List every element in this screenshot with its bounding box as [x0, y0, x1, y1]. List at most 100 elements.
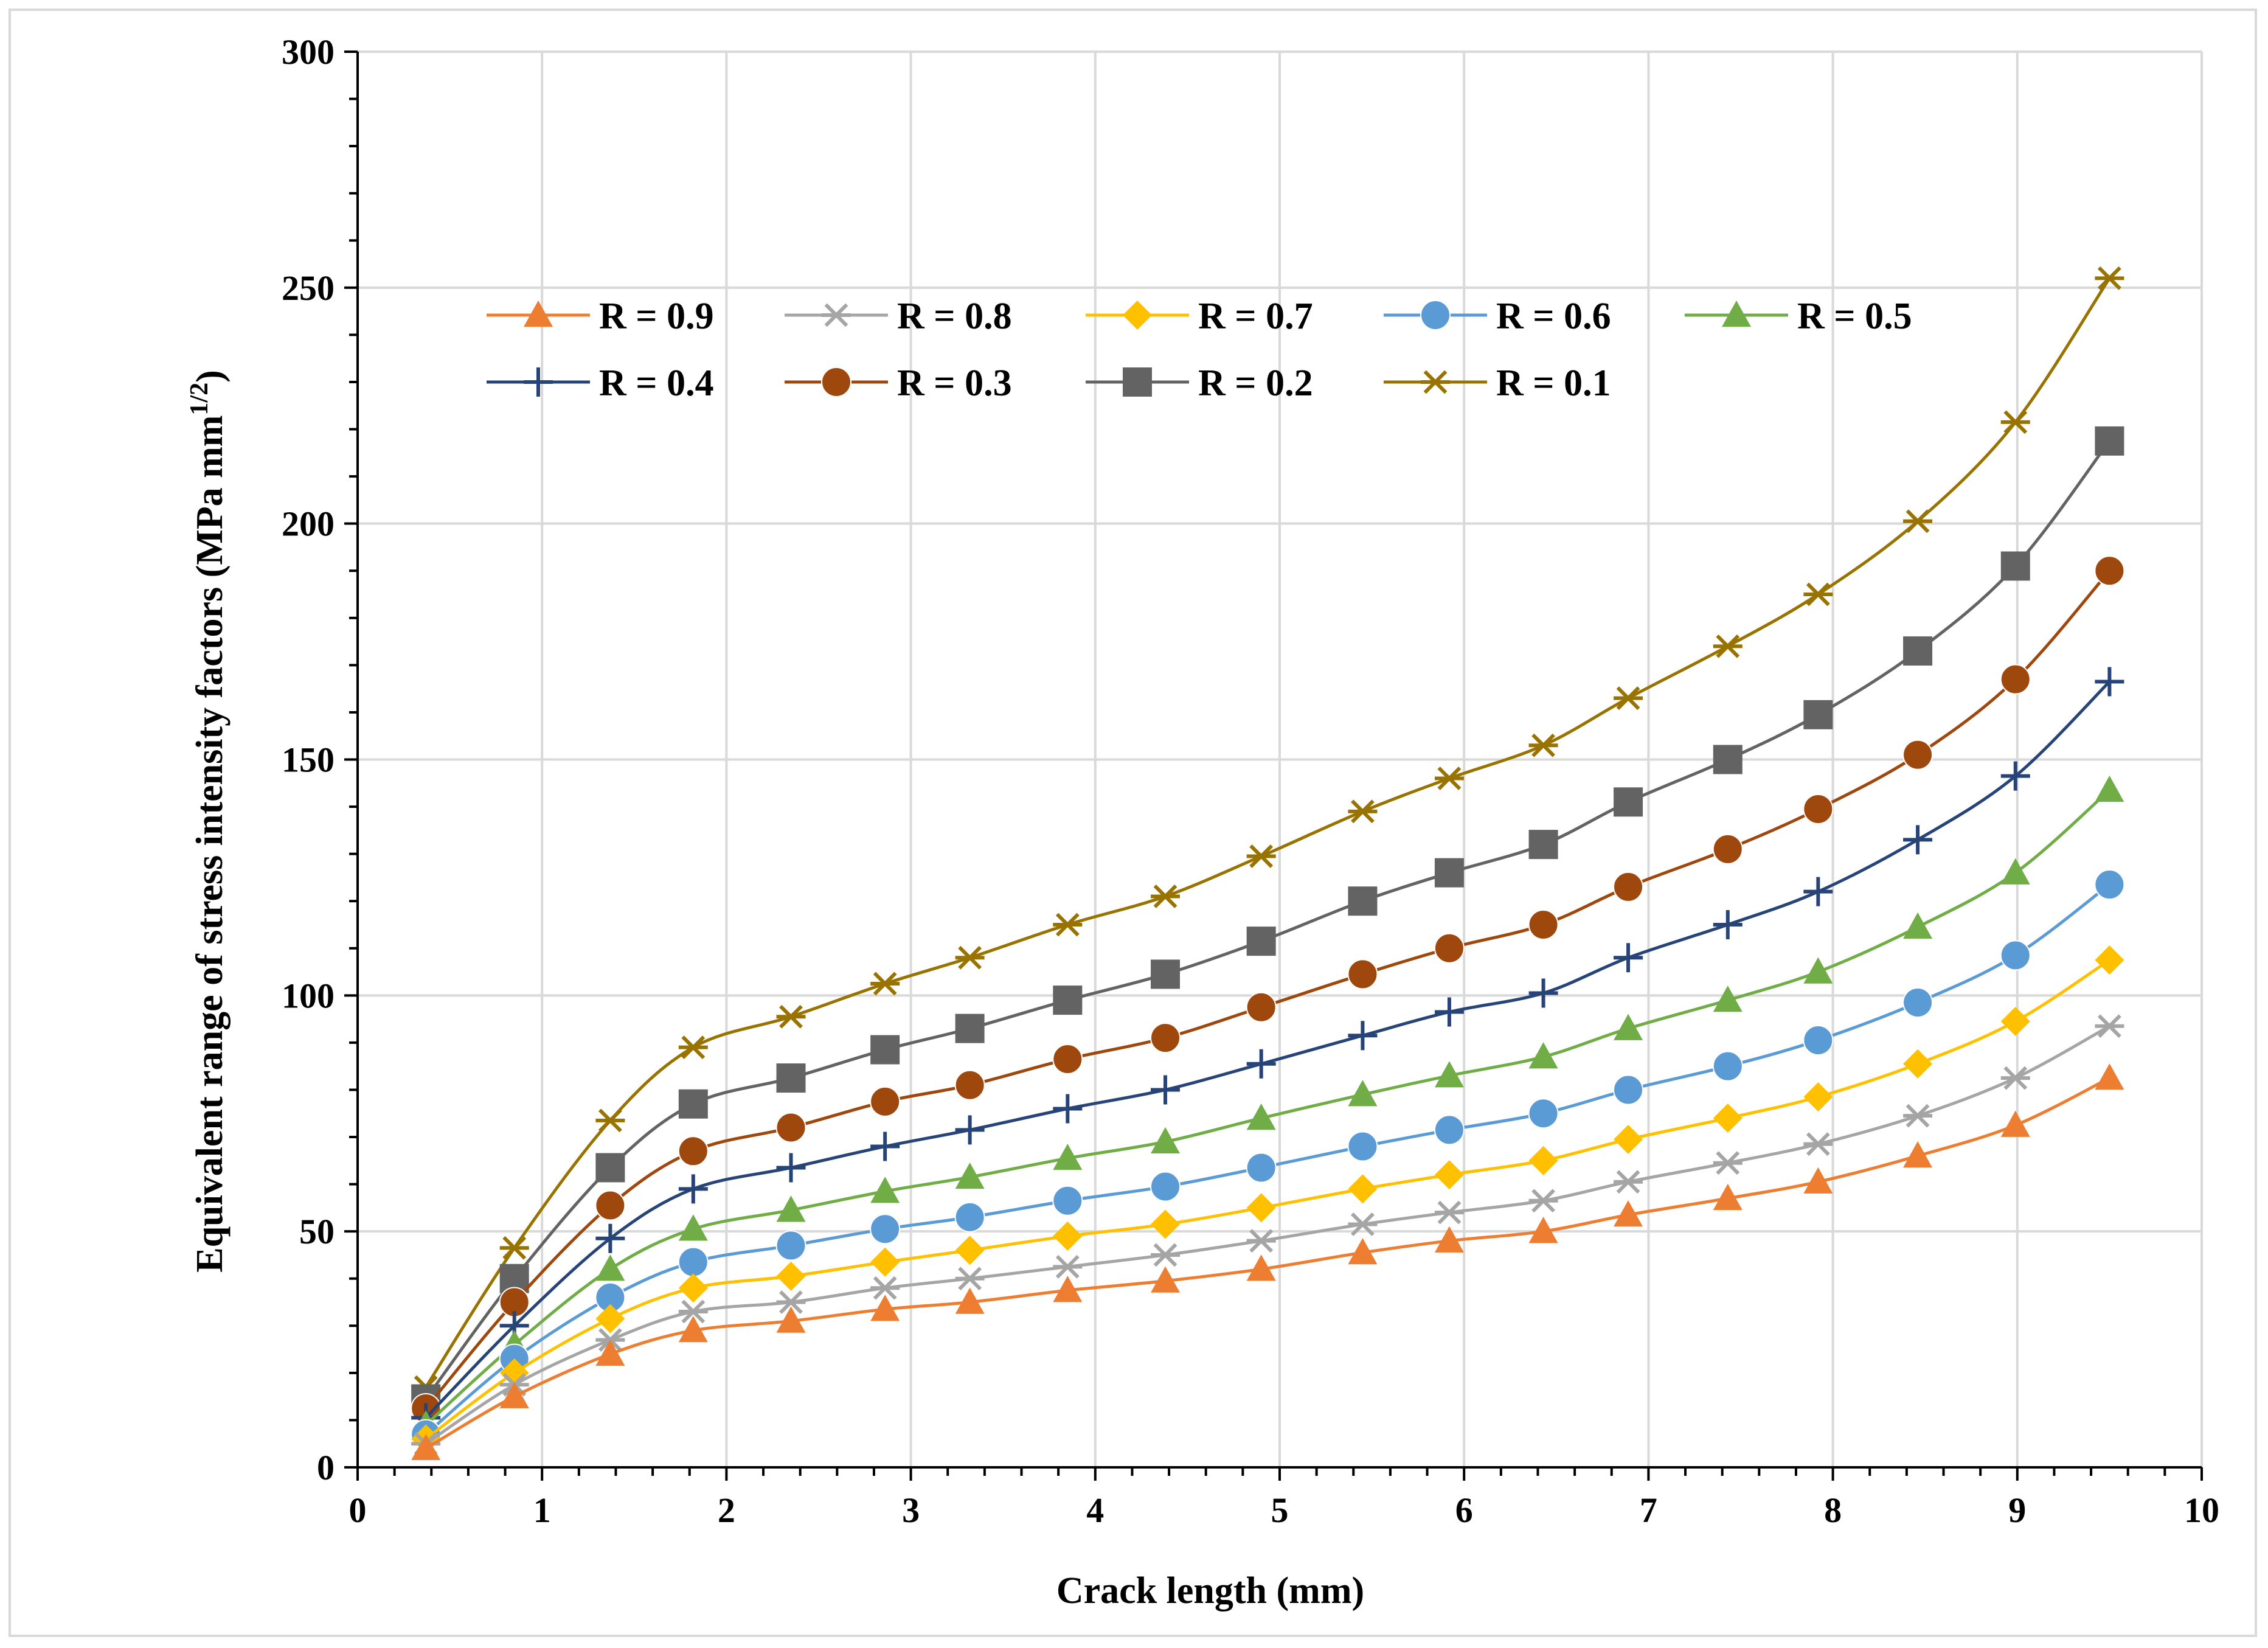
data-point-circle	[1613, 1074, 1644, 1105]
x-tick-label: 7	[1640, 1490, 1657, 1530]
data-point-triangle	[1246, 1254, 1276, 1281]
series-0.3	[411, 555, 2125, 1424]
series-line	[425, 440, 2111, 1400]
series-line	[425, 277, 2111, 1388]
data-point-asterisk	[1903, 509, 1933, 534]
data-point-plus	[524, 367, 553, 397]
data-point-triangle	[1348, 1080, 1378, 1107]
legend-item: R = 0.3	[785, 363, 1012, 404]
data-point-circle	[678, 1136, 709, 1167]
data-point-triangle	[1903, 1141, 1933, 1168]
legend-label: R = 0.3	[897, 363, 1012, 404]
data-point-plus	[870, 1132, 900, 1161]
data-point-diamond	[1528, 1146, 1558, 1175]
data-point-triangle	[524, 301, 553, 327]
data-point-square	[678, 1089, 708, 1119]
legend-item: R = 0.8	[785, 296, 1012, 337]
data-point-square	[1903, 636, 1933, 666]
data-point-diamond	[776, 1261, 806, 1291]
data-point-asterisk	[870, 972, 900, 996]
data-point-square	[2000, 551, 2030, 581]
data-point-circle	[1803, 793, 1834, 824]
data-point-square	[1434, 858, 1464, 888]
data-point-plus	[1246, 1049, 1276, 1079]
data-point-triangle	[1722, 301, 1751, 327]
data-point-triangle	[1151, 1127, 1181, 1153]
data-point-triangle	[1053, 1143, 1083, 1170]
data-point-triangle	[1903, 912, 1933, 939]
data-point-circle	[1150, 1023, 1181, 1054]
data-point-asterisk	[955, 945, 985, 970]
data-point-square	[1713, 745, 1743, 774]
legend-item: R = 0.9	[487, 296, 714, 337]
data-point-square	[1151, 959, 1181, 989]
series-line	[425, 569, 2111, 1410]
data-point-triangle	[776, 1195, 806, 1222]
legend-label: R = 0.9	[599, 296, 714, 337]
data-point-triangle	[1151, 1266, 1181, 1293]
data-point-asterisk	[870, 1276, 900, 1300]
data-point-triangle	[1614, 1200, 1643, 1227]
data-point-diamond	[1713, 1104, 1743, 1133]
legend-item: R = 0.5	[1685, 296, 1912, 337]
x-tick-label: 3	[902, 1490, 920, 1530]
legend: R = 0.9 R = 0.8 R = 0.7 R = 0.6 R = 0.5 R = 0…	[487, 296, 1912, 404]
data-point-circle	[775, 1112, 806, 1143]
data-point-triangle	[955, 1287, 985, 1314]
data-point-triangle	[595, 1339, 625, 1366]
data-point-triangle	[1803, 957, 1833, 984]
data-point-square	[776, 1063, 806, 1093]
legend-item: R = 0.6	[1384, 296, 1611, 337]
legend-label: R = 0.2	[1198, 363, 1313, 404]
data-point-triangle	[1713, 986, 1743, 1012]
x-tick-label: 2	[718, 1490, 735, 1530]
data-point-circle	[595, 1190, 626, 1221]
x-tick-label: 5	[1271, 1490, 1289, 1530]
data-point-triangle	[1434, 1226, 1464, 1253]
legend-label: R = 0.6	[1496, 296, 1611, 337]
data-point-plus	[1348, 1021, 1378, 1051]
chart-frame	[9, 9, 2257, 1637]
data-point-triangle	[1803, 1167, 1833, 1194]
x-tick-label: 9	[2008, 1490, 2026, 1530]
legend-item: R = 0.2	[1086, 363, 1313, 404]
data-point-circle	[1902, 987, 1933, 1018]
data-point-circle	[1347, 1131, 1378, 1162]
data-point-plus	[2000, 761, 2030, 791]
data-point-triangle	[595, 1254, 625, 1281]
x-tick-label: 1	[533, 1490, 551, 1530]
data-point-square	[2095, 426, 2124, 456]
data-point-square	[1528, 830, 1558, 860]
data-point-circle	[2094, 869, 2125, 900]
x-tick-label: 0	[349, 1490, 367, 1530]
data-point-plus	[2095, 667, 2124, 697]
data-point-asterisk	[1614, 1170, 1643, 1194]
axes	[344, 50, 2203, 1481]
legend-label: R = 0.8	[897, 296, 1012, 337]
data-point-asterisk	[955, 1267, 985, 1291]
data-point-asterisk	[1151, 1243, 1181, 1267]
data-point-square	[1123, 367, 1152, 397]
data-point-triangle	[1053, 1276, 1083, 1302]
series-line	[425, 789, 2111, 1427]
data-point-asterisk	[1903, 1104, 1933, 1128]
data-point-diamond	[1803, 1082, 1833, 1112]
data-point-square	[1348, 886, 1378, 916]
data-point-diamond	[2095, 945, 2124, 975]
data-point-asterisk	[1421, 370, 1450, 394]
x-tick-label: 4	[1086, 1490, 1104, 1530]
data-point-circle	[1613, 871, 1644, 902]
data-point-diamond	[1903, 1049, 1933, 1079]
data-point-circle	[954, 1069, 985, 1100]
data-point-diamond	[1151, 1209, 1181, 1239]
data-point-triangle	[1348, 1238, 1378, 1265]
data-point-asterisk	[499, 1236, 529, 1260]
data-point-plus	[1528, 978, 1558, 1008]
data-point-circle	[1347, 959, 1378, 990]
legend-label: R = 0.1	[1496, 363, 1611, 404]
data-point-asterisk	[1528, 1189, 1558, 1213]
data-point-asterisk	[776, 1290, 806, 1314]
data-point-circle	[1712, 1051, 1743, 1082]
